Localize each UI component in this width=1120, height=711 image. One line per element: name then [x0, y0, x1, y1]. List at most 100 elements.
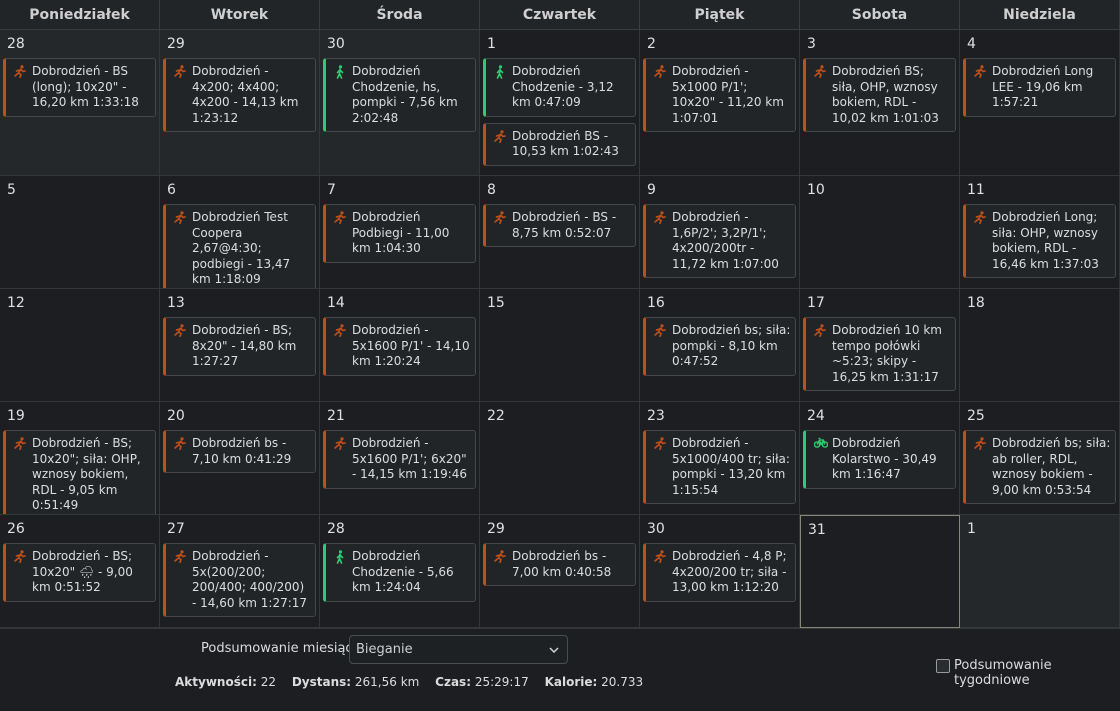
activity-card[interactable]: Dobrodzień - 5x1000/400 tr; siła: pompki…: [643, 430, 796, 504]
day-cell: 31: [800, 515, 960, 628]
activity-text: Dobrodzień Long; siła: OHP, wznosy bokie…: [992, 210, 1099, 271]
day-cell: 25 Dobrodzień bs; siła: ab roller, RDL, w…: [960, 402, 1120, 515]
stat-label: Czas:: [435, 675, 472, 689]
activity-icon: [334, 324, 346, 337]
day-cell: 28 Dobrodzień Chodzenie - 5,66 km 1:24:04: [320, 515, 480, 628]
weekly-summary-checkbox[interactable]: [936, 659, 950, 673]
weekly-summary-label[interactable]: Podsumowanie tygodniowe: [954, 658, 1052, 688]
weekday-label: Niedziela: [960, 0, 1120, 30]
stat-value: 25:29:17: [474, 675, 529, 689]
activity-card[interactable]: Dobrodzień - 1,6P/2'; 3,2P/1'; 4x200/200…: [643, 204, 796, 278]
activity-card[interactable]: Dobrodzień - BS; 10x20" 🌧 - 9,00 km 0:51…: [3, 543, 156, 602]
activity-icon: [654, 324, 666, 337]
activity-text: Dobrodzień Chodzenie - 5,66 km 1:24:04: [352, 549, 454, 594]
activity-card[interactable]: Dobrodzień Test Coopera 2,67@4:30; podbi…: [163, 204, 316, 288]
activity-card[interactable]: Dobrodzień - 5x(200/200; 200/400; 400/20…: [163, 543, 316, 617]
activity-card[interactable]: Dobrodzień Long; siła: OHP, wznosy bokie…: [963, 204, 1116, 278]
activity-select[interactable]: Bieganie: [349, 635, 568, 664]
day-number: 27: [167, 521, 185, 537]
activity-icon: [814, 65, 826, 78]
activity-card[interactable]: Dobrodzień Long LEE - 19,06 km 1:57:21: [963, 58, 1116, 117]
activity-card[interactable]: Dobrodzień - BS; 10x20"; siła: OHP, wzno…: [3, 430, 156, 514]
month-summary: Podsumowanie miesiąca Bieganie Aktywnośc…: [0, 628, 1120, 711]
activity-card[interactable]: Dobrodzień - 5x1000 P/1'; 10x20" - 11,20…: [643, 58, 796, 132]
activity-text: Dobrodzień bs - 7,00 km 0:40:58: [512, 549, 612, 579]
activity-card[interactable]: Dobrodzień - 4x200; 4x400; 4x200 - 14,13…: [163, 58, 316, 132]
activity-text: Dobrodzień - 1,6P/2'; 3,2P/1'; 4x200/200…: [672, 210, 779, 271]
weekday-label: Środa: [320, 0, 480, 30]
activity-card[interactable]: Dobrodzień bs; siła: ab roller, RDL, wzn…: [963, 430, 1116, 504]
day-cell: 20 Dobrodzień bs - 7,10 km 0:41:29: [160, 402, 320, 515]
day-number: 13: [167, 295, 185, 311]
day-number: 29: [167, 36, 185, 52]
activity-card[interactable]: Dobrodzień bs - 7,10 km 0:41:29: [163, 430, 316, 473]
day-cell: 30 Dobrodzień - 4,8 P; 4x200/200 tr; siła…: [640, 515, 800, 628]
activity-card[interactable]: Dobrodzień Chodzenie, hs, pompki - 7,56 …: [323, 58, 476, 132]
activity-card[interactable]: Dobrodzień - BS; 8x20" - 14,80 km 1:27:2…: [163, 317, 316, 376]
weekday-label: Poniedziałek: [0, 0, 160, 30]
day-cell: 6 Dobrodzień Test Coopera 2,67@4:30; podb…: [160, 176, 320, 289]
activity-card[interactable]: Dobrodzień - 4,8 P; 4x200/200 tr; siła -…: [643, 543, 796, 602]
activity-text: Dobrodzień - 4x200; 4x400; 4x200 - 14,13…: [192, 64, 299, 125]
day-number: 30: [647, 521, 665, 537]
day-number: 25: [967, 408, 985, 424]
activity-icon: [974, 211, 986, 224]
activity-card[interactable]: Dobrodzień BS - 10,53 km 1:02:43: [483, 122, 636, 166]
activity-card[interactable]: Dobrodzień Kolarstwo - 30,49 km 1:16:47: [803, 430, 956, 489]
activity-text: Dobrodzień - BS; 8x20" - 14,80 km 1:27:2…: [192, 323, 297, 368]
stat-value: 20.733: [601, 675, 644, 689]
day-cell: 22: [480, 402, 640, 515]
day-number: 1: [967, 521, 976, 537]
stat-value: 261,56 km: [354, 675, 420, 689]
day-number: 26: [7, 521, 25, 537]
activity-text: Dobrodzień bs - 7,10 km 0:41:29: [192, 436, 292, 466]
day-number: 9: [647, 182, 656, 198]
day-cell: 1 Dobrodzień Chodzenie - 3,12 km 0:47:09 D…: [480, 30, 640, 176]
day-cell: 14 Dobrodzień - 5x1600 P/1' - 14,10 km 1:…: [320, 289, 480, 402]
activity-icon: [814, 324, 826, 337]
activity-icon: [174, 211, 186, 224]
day-number: 31: [808, 522, 826, 538]
day-number: 22: [487, 408, 505, 424]
activity-card[interactable]: Dobrodzień 10 km tempo połówki ~5:23; sk…: [803, 317, 956, 391]
day-cell: 21 Dobrodzień - 5x1600 P/1'; 6x20" - 14,1…: [320, 402, 480, 515]
day-cell: 28 Dobrodzień - BS (long); 10x20" - 16,20…: [0, 30, 160, 176]
day-number: 3: [807, 36, 816, 52]
activity-card[interactable]: Dobrodzień Podbiegi - 11,00 km 1:04:30: [323, 204, 476, 263]
day-cell: 9 Dobrodzień - 1,6P/2'; 3,2P/1'; 4x200/20…: [640, 176, 800, 289]
activity-text: Dobrodzień bs; siła: ab roller, RDL, wzn…: [992, 436, 1111, 497]
activity-icon: [974, 437, 986, 450]
activity-text: Dobrodzień - 5x1600 P/1'; 6x20" - 14,15 …: [352, 436, 468, 481]
activity-card[interactable]: Dobrodzień bs; siła: pompki - 8,10 km 0:…: [643, 317, 796, 376]
activity-icon: [334, 211, 346, 224]
activity-icon: [654, 65, 666, 78]
day-cell: 8 Dobrodzień - BS - 8,75 km 0:52:07: [480, 176, 640, 289]
activity-icon: [174, 324, 186, 337]
activity-text: Dobrodzień - 4,8 P; 4x200/200 tr; siła -…: [672, 549, 787, 594]
stat-label: Kalorie:: [544, 675, 598, 689]
activity-card[interactable]: Dobrodzień Chodzenie - 5,66 km 1:24:04: [323, 543, 476, 602]
activity-text: Dobrodzień 10 km tempo połówki ~5:23; sk…: [832, 323, 942, 384]
activity-card[interactable]: Dobrodzień BS; siła, OHP, wznosy bokiem,…: [803, 58, 956, 132]
day-number: 5: [7, 182, 16, 198]
day-cell: 7 Dobrodzień Podbiegi - 11,00 km 1:04:30: [320, 176, 480, 289]
day-cell: 5: [0, 176, 160, 289]
activity-text: Dobrodzień Chodzenie - 3,12 km 0:47:09: [512, 64, 614, 109]
activity-icon: [334, 437, 346, 450]
activity-icon: [494, 129, 506, 143]
activity-card[interactable]: Dobrodzień - BS (long); 10x20" - 16,20 k…: [3, 58, 156, 117]
activity-icon: [974, 65, 986, 78]
activity-icon: [174, 65, 186, 78]
activity-card[interactable]: Dobrodzień - 5x1600 P/1' - 14,10 km 1:20…: [323, 317, 476, 376]
day-number: 21: [327, 408, 345, 424]
day-number: 14: [327, 295, 345, 311]
activity-card[interactable]: Dobrodzień bs - 7,00 km 0:40:58: [483, 543, 636, 586]
activity-card[interactable]: Dobrodzień - BS - 8,75 km 0:52:07: [483, 204, 636, 247]
activity-text: Dobrodzień - 5x1000 P/1'; 10x20" - 11,20…: [672, 64, 784, 125]
stat-label: Aktywności:: [175, 675, 257, 689]
day-number: 18: [967, 295, 985, 311]
activity-card[interactable]: Dobrodzień - 5x1600 P/1'; 6x20" - 14,15 …: [323, 430, 476, 489]
activity-icon: [174, 550, 186, 563]
activity-card[interactable]: Dobrodzień Chodzenie - 3,12 km 0:47:09: [483, 58, 636, 117]
